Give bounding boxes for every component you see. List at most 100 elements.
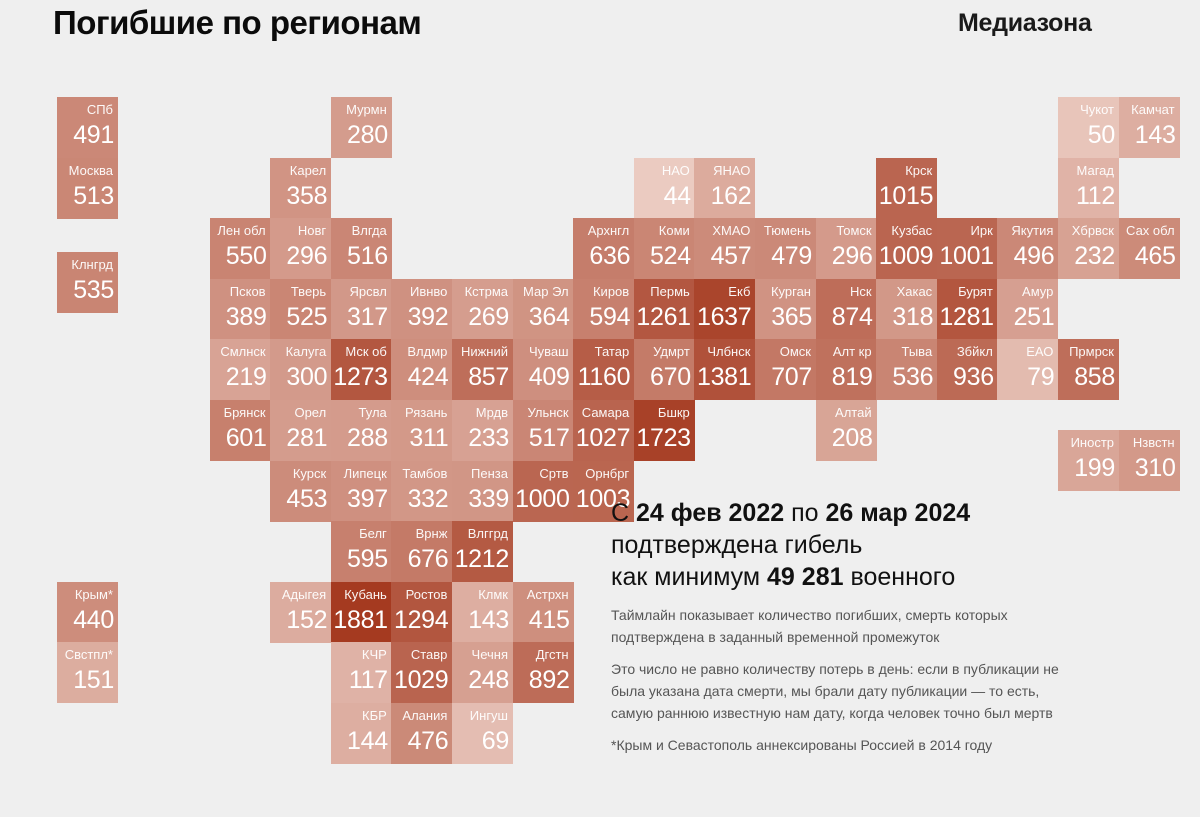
region-tile: ЯНАО 162	[694, 157, 756, 219]
region-tile: Калуга 300	[270, 339, 332, 401]
region-value: 397	[346, 484, 388, 513]
region-label: Смлнск	[220, 344, 266, 360]
region-tile: Камчат 143	[1118, 97, 1180, 158]
region-value: 296	[831, 242, 873, 271]
region-label: Киров	[592, 283, 630, 299]
region-label: Ивнво	[409, 283, 448, 299]
region-tile: Хакас 318	[876, 278, 938, 340]
page-title: Погибшие по регионам	[53, 4, 422, 41]
region-value: 857	[468, 363, 509, 392]
region-tile: Белг 595	[330, 521, 392, 583]
region-value: 392	[407, 302, 449, 331]
region-tile: Чечня 248	[452, 642, 513, 704]
region-label: Влггрд	[467, 526, 508, 542]
region-value: 143	[1134, 121, 1176, 149]
region-label: Якутия	[1011, 223, 1054, 239]
region-tile: Смлнск 219	[209, 339, 271, 401]
region-value: 1212	[454, 545, 510, 574]
region-value: 332	[407, 484, 449, 513]
region-tile: Ростов 1294	[391, 581, 453, 643]
region-tile: Орнбрг 1003	[573, 460, 635, 522]
region-value: 1009	[878, 242, 934, 271]
region-tile: Кузбас 1009	[876, 218, 938, 280]
region-label: Новг	[297, 223, 327, 239]
region-tile: Иностр 199	[1058, 430, 1119, 492]
region-tile: Курган 365	[755, 278, 816, 340]
region-value: 1294	[393, 605, 449, 634]
region-label: Мрдв	[475, 405, 508, 420]
region-tile: Новг 296	[270, 218, 332, 280]
region-label: Амур	[1022, 283, 1054, 299]
region-value: 1029	[393, 666, 449, 695]
region-tile: Крым* 440	[57, 581, 118, 643]
region-label: Чуваш	[529, 344, 569, 360]
region-tile: Алтай 208	[815, 400, 877, 461]
region-tile: ХМАО 457	[694, 218, 756, 280]
summary-line-total: как минимум 49 281 военного	[611, 561, 970, 593]
region-tile: Кстрма 269	[452, 278, 513, 340]
region-value: 513	[73, 181, 114, 210]
region-tile: Магад 112	[1058, 157, 1119, 219]
region-tile: Тюмень 479	[755, 218, 816, 280]
region-label: Тула	[358, 405, 387, 420]
region-label: Кстрма	[464, 283, 508, 299]
region-value: 1000	[515, 484, 570, 513]
region-label: Ростов	[405, 586, 448, 602]
region-tile: ЕАО 79	[997, 339, 1059, 401]
region-value: 281	[286, 424, 328, 452]
region-tile: СПб 491	[57, 97, 118, 158]
region-tile: Алт кр 819	[815, 339, 877, 401]
region-tile: Амур 251	[997, 278, 1059, 340]
region-value: 69	[481, 727, 510, 755]
region-label: ХМАО	[712, 223, 751, 239]
region-value: 457	[710, 242, 752, 271]
region-tile: Прмрск 858	[1058, 339, 1119, 401]
region-value: 858	[1074, 363, 1115, 392]
region-label: КЧР	[361, 647, 387, 663]
total-suffix: военного	[850, 563, 956, 591]
region-tile: Тыва 536	[876, 339, 938, 401]
region-value: 525	[286, 302, 328, 331]
region-tile: Врнж 676	[391, 521, 453, 583]
region-tile: Карел 358	[270, 157, 332, 219]
summary-block: С 24 фев 2022 по 26 мар 2024 подтвержден…	[611, 497, 970, 593]
region-tile: Ивнво 392	[391, 278, 453, 340]
region-label: Лен обл	[217, 223, 266, 239]
region-value: 874	[831, 302, 873, 331]
region-label: Тыва	[901, 344, 933, 360]
region-label: Екб	[728, 283, 751, 299]
region-label: Иностр	[1070, 435, 1114, 451]
region-tile: Алания 476	[391, 703, 453, 764]
region-value: 251	[1013, 302, 1055, 331]
region-tile: Свстпл* 151	[57, 642, 118, 704]
region-label: Хакас	[896, 283, 933, 299]
region-value: 892	[528, 666, 570, 695]
region-tile: Клнгрд 535	[57, 251, 118, 313]
region-tile: Пенза 339	[452, 460, 513, 522]
region-value: 707	[771, 363, 812, 392]
region-value: 535	[73, 275, 114, 304]
region-label: Архнгл	[587, 223, 630, 239]
region-value: 339	[468, 484, 509, 513]
region-tile: Бурят 1281	[936, 278, 998, 340]
region-tile: Орел 281	[270, 400, 332, 461]
region-label: Орел	[294, 405, 327, 420]
region-value: 415	[528, 605, 570, 634]
region-tile: Ингуш 69	[452, 703, 513, 764]
region-value: 636	[589, 242, 631, 271]
region-label: Члбнск	[707, 344, 751, 360]
region-tile: Киров 594	[573, 278, 635, 340]
region-value: 365	[771, 302, 812, 331]
region-tile: Ярсвл 317	[330, 278, 392, 340]
region-label: Курган	[770, 283, 811, 299]
region-tile: Тамбов 332	[391, 460, 453, 522]
region-label: Хбрвск	[1071, 223, 1114, 239]
region-label: Алтай	[835, 405, 872, 420]
region-label: Москва	[68, 162, 113, 178]
region-tile: Крск 1015	[876, 157, 938, 219]
region-tile: Мар Эл 364	[512, 278, 574, 340]
region-value: 670	[649, 363, 691, 392]
region-tile: Астрхн 415	[512, 581, 574, 643]
region-tile: Ставр 1029	[391, 642, 453, 704]
region-tile: Москва 513	[57, 157, 118, 219]
